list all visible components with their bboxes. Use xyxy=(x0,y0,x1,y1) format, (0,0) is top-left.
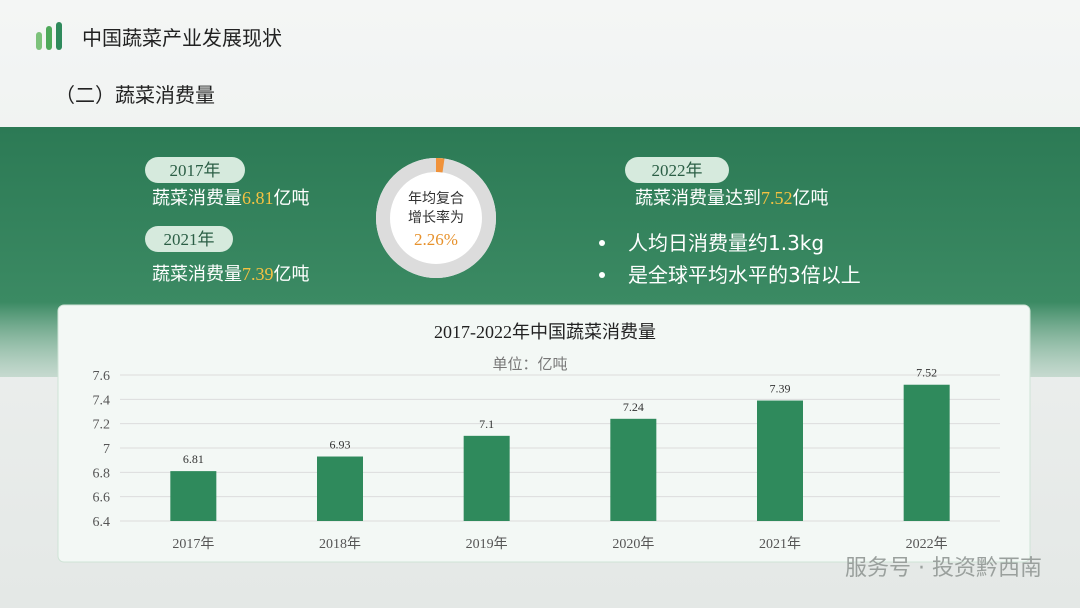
y-tick-label: 7 xyxy=(103,442,110,457)
year-pill xyxy=(145,157,245,183)
donut-text: 增长率为 xyxy=(408,209,464,226)
stat-suffix: 亿吨 xyxy=(793,188,829,209)
bullet xyxy=(599,240,605,246)
y-tick-label: 7.4 xyxy=(93,393,111,408)
chart-title: 2017-2022年中国蔬菜消费量 xyxy=(434,322,656,342)
y-tick-label: 6.8 xyxy=(93,466,111,481)
watermark: 服务号 · 投资黔西南 xyxy=(845,556,1042,581)
bar xyxy=(170,471,217,521)
bullet-text: 人均日消费量约1.3kg xyxy=(628,231,824,255)
donut-center xyxy=(376,158,496,278)
value-label: 7.24 xyxy=(623,400,644,414)
stat-text: 蔬菜消费量7.39亿吨 xyxy=(152,264,310,285)
y-tick-label: 6.4 xyxy=(93,515,111,530)
year-pill xyxy=(145,226,233,252)
year-label: 2021年 xyxy=(164,230,215,249)
bar xyxy=(757,400,803,521)
year-label: 2017年 xyxy=(170,161,221,180)
x-tick-label: 2018年 xyxy=(319,536,361,552)
donut-arc xyxy=(435,158,445,173)
x-tick-label: 2017年 xyxy=(172,536,214,552)
bar xyxy=(463,435,510,521)
stat-text: 蔬菜消费量达到7.52亿吨 xyxy=(635,188,829,209)
value-label: 6.93 xyxy=(330,438,351,452)
chart-panel xyxy=(57,304,1031,563)
bar xyxy=(903,384,950,521)
bullet xyxy=(599,272,605,278)
stat-prefix: 蔬菜消费量 xyxy=(152,188,242,209)
stat-number: 7.52 xyxy=(761,188,793,208)
donut-text: 年均复合 xyxy=(408,190,464,207)
x-tick-label: 2019年 xyxy=(466,536,508,552)
value-label: 6.81 xyxy=(183,452,204,466)
bullet-text: 是全球平均水平的3倍以上 xyxy=(628,263,861,287)
x-tick-label: 2021年 xyxy=(759,536,801,552)
value-label: 7.1 xyxy=(479,417,494,431)
year-pill xyxy=(625,157,729,183)
stat-suffix: 亿吨 xyxy=(274,264,310,285)
section-title: （二）蔬菜消费量 xyxy=(55,83,215,107)
y-tick-label: 7.2 xyxy=(93,418,111,433)
y-tick-label: 6.6 xyxy=(93,491,111,506)
chart-subtitle: 单位：亿吨 xyxy=(492,355,567,373)
value-label: 7.52 xyxy=(916,366,937,380)
stat-number: 6.81 xyxy=(242,188,274,208)
stat-text: 蔬菜消费量6.81亿吨 xyxy=(152,188,310,209)
value-label: 7.39 xyxy=(770,382,791,396)
stat-suffix: 亿吨 xyxy=(274,188,310,209)
header-title: 中国蔬菜产业发展现状 xyxy=(82,26,282,50)
x-tick-label: 2020年 xyxy=(612,536,654,552)
bar xyxy=(317,456,363,521)
x-tick-label: 2022年 xyxy=(906,536,948,552)
stat-prefix: 蔬菜消费量达到 xyxy=(635,188,761,209)
year-label: 2022年 xyxy=(652,161,703,180)
stat-number: 7.39 xyxy=(242,264,274,284)
stat-prefix: 蔬菜消费量 xyxy=(152,264,242,285)
bar xyxy=(610,418,657,521)
logo-icon xyxy=(36,22,62,50)
y-tick-label: 7.6 xyxy=(93,369,111,384)
donut-value: 2.26% xyxy=(414,230,458,249)
